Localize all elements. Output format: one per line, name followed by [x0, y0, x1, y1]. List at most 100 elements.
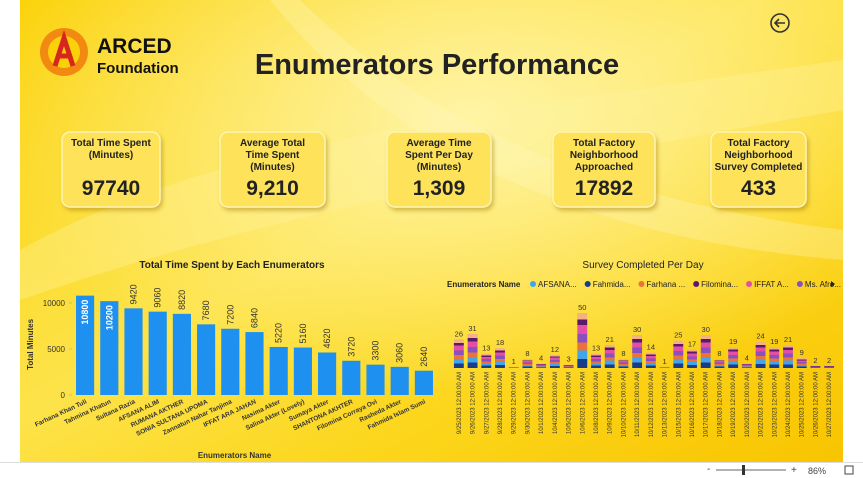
charts: Total Time Spent by Each Enumerators Tota…: [26, 260, 841, 460]
bar: [577, 313, 588, 368]
kpi-value: 17892: [575, 177, 633, 200]
zoom-out[interactable]: -: [707, 464, 710, 475]
data-label: 3300: [371, 341, 381, 361]
data-label: 12: [551, 345, 559, 354]
bar: [714, 359, 725, 368]
data-label: 21: [784, 335, 792, 344]
data-label: 9060: [153, 288, 163, 308]
x-tick-label: 10/5/2023 12:00:00 AM: [567, 372, 573, 434]
kpi-card: [552, 131, 656, 208]
legend-label: Filomina...: [701, 280, 738, 289]
back-button-ring[interactable]: [770, 13, 790, 33]
data-label: 4: [539, 354, 543, 363]
data-label: 2640: [419, 347, 429, 367]
status-bar: [0, 462, 863, 478]
x-tick-label: 10/18/2023 12:00:00 AM: [717, 372, 723, 437]
data-label: 13: [592, 344, 600, 353]
bar: [124, 308, 143, 395]
x-tick-label: 10/17/2023 12:00:00 AM: [704, 372, 710, 437]
x-axis-title: Enumerators Name: [198, 451, 272, 460]
bar: [563, 364, 574, 368]
y-tick-label: 0: [61, 391, 66, 400]
bar: [769, 347, 780, 368]
legend-swatch: [638, 281, 645, 287]
kpi-value: 97740: [82, 177, 140, 200]
data-label: 26: [455, 329, 463, 338]
bar: [591, 353, 601, 368]
data-label: 8: [621, 349, 625, 358]
legend-scroll[interactable]: [831, 281, 835, 287]
x-tick-label: 10/15/2023 12:00:00 AM: [676, 372, 682, 437]
kpi-value: 433: [741, 177, 776, 200]
fit-page[interactable]: [844, 465, 854, 475]
back-button-arrow[interactable]: [773, 18, 785, 28]
x-tick-label: 9/29/2023 12:00:00 AM: [512, 372, 518, 434]
bar: [148, 311, 167, 395]
bar: [522, 359, 533, 368]
x-tick-label: 9/30/2023 12:00:00 AM: [525, 372, 531, 434]
bar: [197, 324, 216, 395]
x-tick-label: 10/10/2023 12:00:00 AM: [621, 372, 627, 437]
bar: [604, 344, 615, 368]
data-label: 5220: [274, 323, 284, 343]
kpi-card: [219, 131, 326, 208]
logo-text: Foundation: [97, 60, 179, 77]
y-tick-label: 10000: [43, 299, 66, 308]
x-tick-label: 9/25/2023 12:00:00 AM: [457, 372, 463, 434]
data-label: 8: [525, 349, 529, 358]
bar: [645, 352, 656, 368]
legend-swatch: [746, 281, 753, 287]
kpi-row: Total Time Spent (Minutes) 97740 Average To…: [61, 131, 807, 208]
data-label: 18: [496, 338, 504, 347]
kpi-card: [386, 131, 492, 208]
kpi-label: Average Total Time Spent (Minutes): [240, 138, 305, 173]
kpi-value: 1,309: [413, 177, 466, 200]
y-axis-title: Total Minutes: [26, 318, 35, 370]
data-label: 1: [512, 357, 516, 366]
legend-swatch: [584, 281, 591, 287]
zoom-thumb[interactable]: [742, 465, 745, 475]
bar: [318, 352, 337, 395]
bar: [342, 360, 361, 395]
kpi-label: Average Time Spent Per Day (Minutes): [405, 138, 473, 173]
kpi-value: 9,210: [246, 177, 299, 200]
y-tick-label: 5000: [47, 345, 65, 354]
bar: [453, 339, 464, 368]
chart-title: Total Time Spent by Each Enumerators: [139, 260, 325, 271]
x-tick-label: 10/9/2023 12:00:00 AM: [608, 372, 614, 434]
data-label: 24: [756, 332, 764, 341]
legend-swatch: [693, 281, 700, 287]
bar: [687, 349, 697, 368]
legend-label: Farhana ...: [646, 280, 685, 289]
back-button[interactable]: [770, 13, 790, 33]
zoom-in[interactable]: +: [791, 465, 797, 476]
bar: [269, 346, 288, 395]
x-tick-label: 10/6/2023 12:00:00 AM: [580, 372, 586, 434]
x-tick-label: 10/27/2023 12:00:00 AM: [827, 372, 833, 437]
logo-text: ARCED: [97, 35, 172, 58]
bar: [508, 366, 519, 368]
data-label: 7680: [201, 300, 211, 320]
bar: [245, 332, 264, 395]
legend-swatch: [530, 281, 536, 287]
bar: [632, 335, 643, 368]
kpi-label: Total Time Spent (Minutes): [71, 138, 151, 161]
bar: [536, 363, 547, 368]
chart-title: Survey Completed Per Day: [582, 260, 703, 271]
x-tick-label: 10/24/2023 12:00:00 AM: [786, 372, 792, 437]
x-tick-label: 10/26/2023 12:00:00 AM: [813, 372, 819, 437]
bar: [76, 295, 95, 395]
x-tick-label: 10/20/2023 12:00:00 AM: [745, 372, 751, 437]
data-label: 31: [468, 324, 476, 333]
data-label: 7200: [225, 305, 235, 325]
x-tick-label: 10/25/2023 12:00:00 AM: [800, 372, 806, 437]
data-label: 6840: [250, 308, 260, 328]
x-tick-label: 10/13/2023 12:00:00 AM: [663, 372, 669, 437]
bar: [783, 344, 793, 368]
legend-label: IFFAT A...: [754, 280, 789, 289]
background-swirl: [270, 0, 843, 260]
bar: [293, 347, 312, 395]
data-label: 8: [717, 349, 721, 358]
